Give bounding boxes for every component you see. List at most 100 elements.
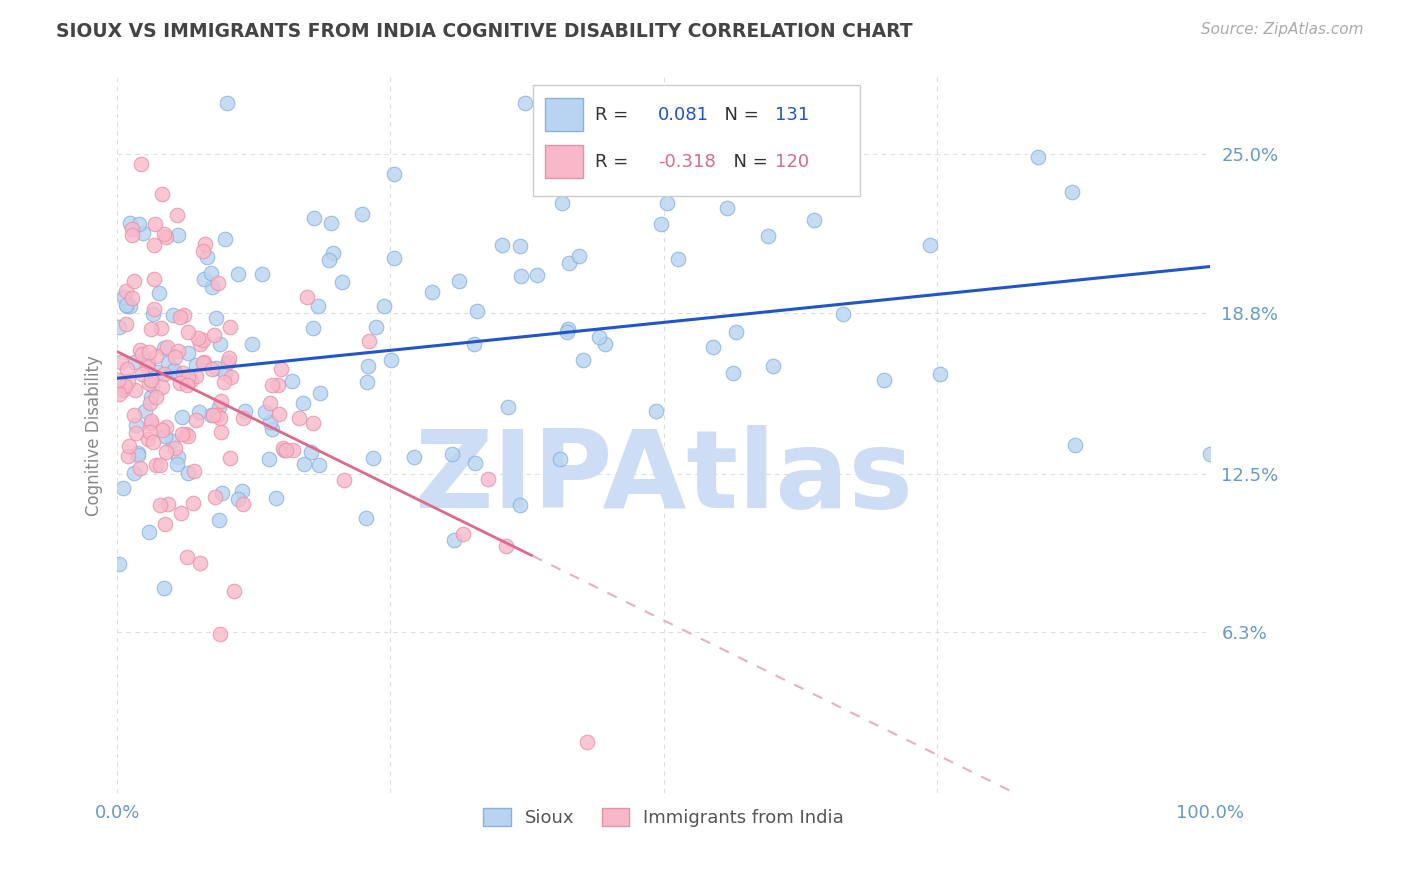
Point — [138, 344, 160, 359]
Point — [157, 356, 180, 370]
Point — [302, 417, 325, 431]
Point — [304, 211, 326, 225]
Point — [110, 354, 132, 368]
Point — [153, 227, 176, 241]
Point — [588, 330, 610, 344]
Point — [152, 341, 174, 355]
Point — [167, 343, 190, 358]
Point — [273, 442, 295, 457]
Point — [181, 496, 204, 510]
Point — [148, 285, 170, 300]
Point — [477, 472, 499, 486]
Point — [510, 268, 533, 283]
Point — [322, 246, 344, 260]
Text: -0.318: -0.318 — [658, 153, 716, 171]
Point — [212, 375, 235, 389]
Point — [382, 167, 405, 181]
Point — [267, 378, 290, 392]
Point — [177, 345, 200, 359]
Point — [721, 366, 744, 380]
Point — [259, 396, 281, 410]
Point — [872, 373, 894, 387]
Point — [208, 513, 231, 527]
Point — [650, 217, 672, 231]
Point — [138, 525, 160, 540]
Point — [150, 379, 173, 393]
Point — [465, 304, 488, 318]
Point — [149, 498, 172, 512]
Point — [568, 249, 591, 263]
Point — [162, 308, 184, 322]
Point — [211, 485, 233, 500]
Point — [548, 452, 571, 467]
Point — [122, 274, 145, 288]
Point — [115, 299, 138, 313]
Point — [724, 325, 747, 339]
Point — [918, 237, 941, 252]
Point — [107, 387, 129, 401]
Point — [142, 271, 165, 285]
Point — [228, 268, 250, 282]
Point — [118, 299, 141, 313]
Point — [184, 358, 207, 372]
Point — [149, 321, 172, 335]
Point — [307, 299, 329, 313]
Point — [172, 409, 194, 424]
Point — [162, 363, 184, 377]
Point — [1199, 447, 1222, 461]
Point — [200, 266, 222, 280]
Point — [173, 308, 195, 322]
Point — [176, 549, 198, 564]
Point — [221, 370, 243, 384]
Point — [142, 434, 165, 449]
Point — [513, 95, 536, 110]
Point — [299, 445, 322, 459]
Point — [330, 275, 353, 289]
Point — [142, 238, 165, 252]
Point — [145, 350, 167, 364]
Point — [204, 491, 226, 505]
Point — [666, 252, 689, 267]
Point — [166, 208, 188, 222]
Point — [124, 383, 146, 397]
Text: R =: R = — [595, 105, 640, 124]
Point — [160, 434, 183, 449]
Point — [702, 340, 724, 354]
Point — [124, 418, 146, 433]
Point — [127, 445, 149, 459]
Point — [232, 497, 254, 511]
Point — [155, 229, 177, 244]
Point — [214, 232, 236, 246]
Point — [443, 533, 465, 547]
Point — [183, 464, 205, 478]
Point — [491, 238, 513, 252]
Point — [169, 310, 191, 325]
Point — [463, 337, 485, 351]
Point — [166, 227, 188, 242]
Point — [928, 367, 950, 381]
Point — [134, 404, 156, 418]
Point — [551, 196, 574, 211]
Point — [176, 378, 198, 392]
Point — [309, 386, 332, 401]
Point — [214, 366, 236, 380]
Point — [451, 527, 474, 541]
Point — [267, 408, 290, 422]
Text: 120: 120 — [775, 153, 810, 171]
Point — [803, 213, 825, 227]
Point — [174, 426, 197, 441]
Point — [155, 420, 177, 434]
Point — [464, 456, 486, 470]
Text: 131: 131 — [775, 105, 810, 124]
Point — [127, 448, 149, 462]
Point — [292, 396, 315, 410]
Point — [274, 442, 297, 457]
Y-axis label: Cognitive Disability: Cognitive Disability — [86, 355, 103, 516]
Point — [139, 425, 162, 440]
Point — [762, 359, 785, 374]
Point — [115, 362, 138, 376]
Point — [209, 425, 232, 439]
Point — [209, 627, 232, 641]
Point — [318, 252, 340, 267]
Point — [575, 735, 598, 749]
